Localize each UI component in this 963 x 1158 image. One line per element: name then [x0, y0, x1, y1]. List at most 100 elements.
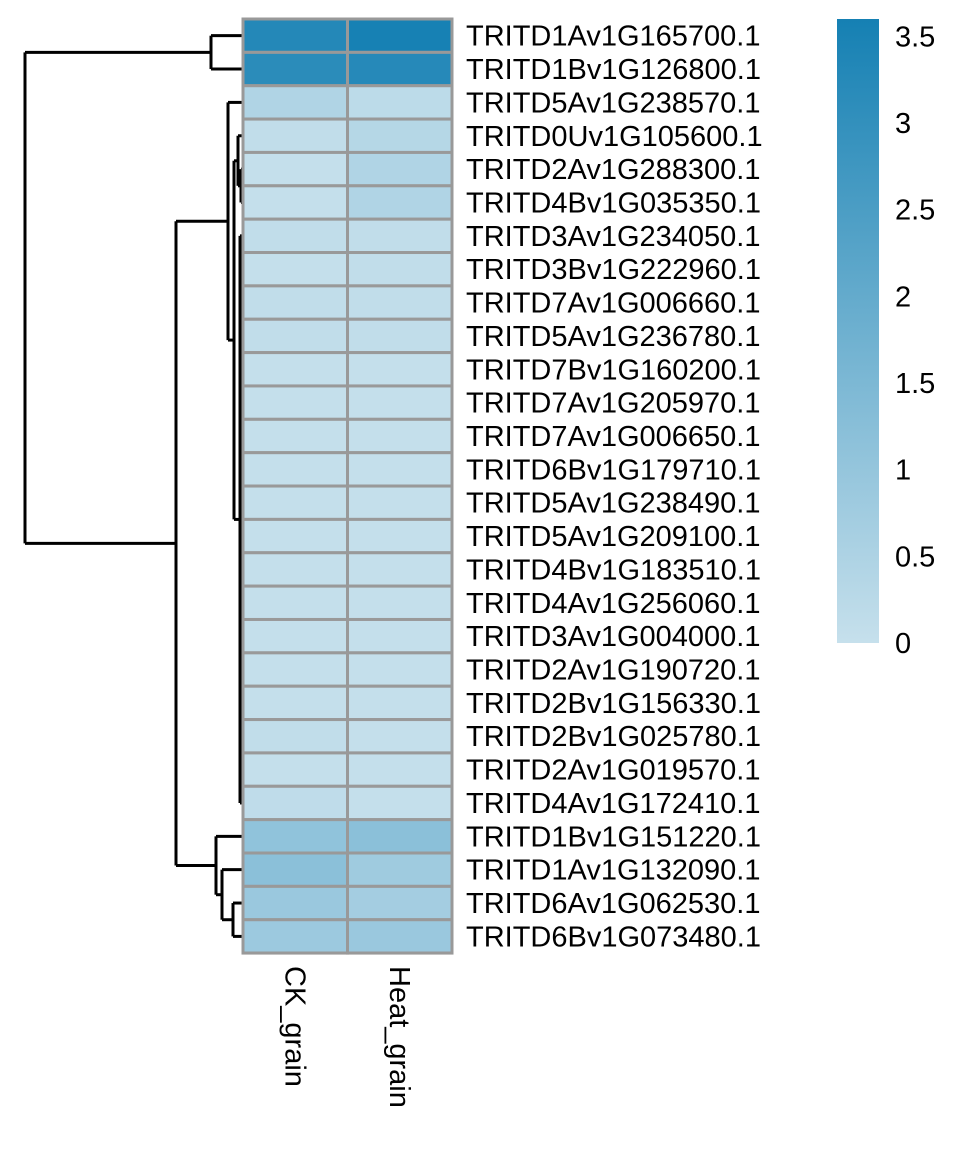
heatmap-cell: [346, 50, 454, 88]
legend-tick-label: 1: [895, 455, 911, 487]
heatmap-cell: [346, 451, 454, 488]
row-label: TRITD2Bv1G156330.1: [466, 688, 761, 720]
legend-tick-label: 0: [895, 628, 911, 660]
heatmap-cell: [241, 117, 349, 154]
heatmap-cell: [346, 284, 454, 321]
row-label: TRITD4Bv1G035350.1: [466, 187, 761, 219]
color-legend: 0 0.5 1 1.5 2 2.5 3 3.5: [837, 19, 935, 660]
heatmap-cell: [346, 851, 454, 888]
heatmap-cell: [241, 384, 349, 421]
heatmap-cell: [346, 384, 454, 421]
heatmap-cell: [346, 684, 454, 722]
row-labels: TRITD1Av1G165700.1TRITD1Bv1G126800.1TRIT…: [466, 21, 763, 954]
heatmap-cell: [346, 651, 454, 688]
heatmap-cell: [241, 584, 349, 621]
heatmap-cell: [346, 251, 454, 288]
heatmap-cell: [346, 784, 454, 822]
legend-tick-label: 2: [895, 281, 911, 313]
heatmap-cell: [241, 751, 349, 788]
heatmap-cell: [241, 918, 349, 955]
row-dendrogram: [23, 34, 243, 938]
heatmap-cell: [346, 351, 454, 388]
heatmap-cell: [241, 50, 349, 88]
heatmap-cell: [346, 818, 454, 855]
row-label: TRITD5Av1G209100.1: [466, 521, 760, 553]
row-label: TRITD1Av1G165700.1: [466, 21, 760, 53]
row-label: TRITD6Bv1G179710.1: [466, 454, 761, 486]
heatmap-cell: [346, 517, 454, 555]
legend-tick-label: 0.5: [895, 541, 935, 573]
heatmap-cell: [241, 451, 349, 488]
row-label: TRITD7Bv1G160200.1: [466, 354, 761, 386]
heatmap-cell: [241, 651, 349, 688]
heatmap-cell: [346, 150, 454, 188]
row-label: TRITD2Av1G190720.1: [466, 655, 760, 687]
heatmap-cell: [346, 484, 454, 521]
row-label: TRITD5Av1G238570.1: [466, 87, 760, 119]
heatmap-cell: [241, 784, 349, 822]
heatmap-cell: [241, 17, 349, 54]
legend-tick-label: 3: [895, 108, 911, 140]
heatmap-cell: [346, 751, 454, 788]
row-label: TRITD7Av1G205970.1: [466, 388, 760, 420]
heatmap-cell: [241, 551, 349, 588]
heatmap-cell: [346, 551, 454, 588]
heatmap-cell: [346, 718, 454, 755]
heatmap-cell: [346, 17, 454, 54]
heatmap-cell: [346, 84, 454, 121]
heatmap-cell: [346, 317, 454, 355]
heatmap-cell: [241, 851, 349, 888]
heatmap-cell: [241, 884, 349, 922]
heatmap-cell: [241, 517, 349, 555]
heatmap-cell: [241, 818, 349, 855]
row-label: TRITD2Av1G019570.1: [466, 755, 760, 787]
row-label: TRITD4Av1G256060.1: [466, 588, 760, 620]
column-labels: CK_grain Heat_grain: [278, 966, 415, 1108]
column-label: Heat_grain: [383, 966, 415, 1108]
row-label: TRITD3Bv1G222960.1: [466, 254, 761, 286]
heatmap-cell: [346, 417, 454, 455]
heatmap-cell: [346, 184, 454, 221]
heatmap-border: [241, 17, 454, 955]
heatmap-cells: [241, 17, 454, 955]
row-label: TRITD3Av1G004000.1: [466, 621, 760, 653]
heatmap-cell: [241, 684, 349, 722]
heatmap-cell: [241, 284, 349, 321]
row-label: TRITD1Bv1G151220.1: [466, 821, 761, 853]
legend-color-bar: [837, 19, 879, 643]
heatmap-cell: [241, 84, 349, 121]
heatmap-cell: [346, 584, 454, 621]
heatmap-cell: [346, 918, 454, 955]
heatmap-cell: [241, 150, 349, 188]
heatmap-cell: [241, 317, 349, 355]
heatmap-cell: [241, 251, 349, 288]
row-label: TRITD4Av1G172410.1: [466, 788, 760, 820]
heatmap-cell: [241, 718, 349, 755]
row-label: TRITD4Bv1G183510.1: [466, 554, 761, 586]
column-label: CK_grain: [278, 966, 310, 1087]
row-label: TRITD0Uv1G105600.1: [466, 121, 763, 153]
row-label: TRITD2Av1G288300.1: [466, 154, 760, 186]
heatmap-cell: [241, 484, 349, 521]
heatmap-cell: [241, 617, 349, 655]
heatmap-cell: [241, 217, 349, 255]
row-label: TRITD6Bv1G073480.1: [466, 921, 761, 953]
row-label: TRITD3Av1G234050.1: [466, 221, 760, 253]
heatmap-cell: [346, 117, 454, 154]
heatmap-cell: [346, 217, 454, 255]
heatmap-cell: [346, 617, 454, 655]
heatmap-cell: [241, 351, 349, 388]
heatmap-cell: [241, 184, 349, 221]
row-label: TRITD1Av1G132090.1: [466, 855, 760, 887]
legend-tick-label: 2.5: [895, 195, 935, 227]
legend-tick-label: 1.5: [895, 368, 935, 400]
row-label: TRITD2Bv1G025780.1: [466, 721, 761, 753]
row-label: TRITD7Av1G006660.1: [466, 288, 760, 320]
heatmap-cell: [241, 417, 349, 455]
row-label: TRITD7Av1G006650.1: [466, 421, 760, 453]
row-label: TRITD5Av1G236780.1: [466, 321, 760, 353]
legend-ticks: 0 0.5 1 1.5 2 2.5 3 3.5: [895, 21, 935, 660]
row-label: TRITD5Av1G238490.1: [466, 488, 760, 520]
row-label: TRITD6Av1G062530.1: [466, 888, 760, 920]
